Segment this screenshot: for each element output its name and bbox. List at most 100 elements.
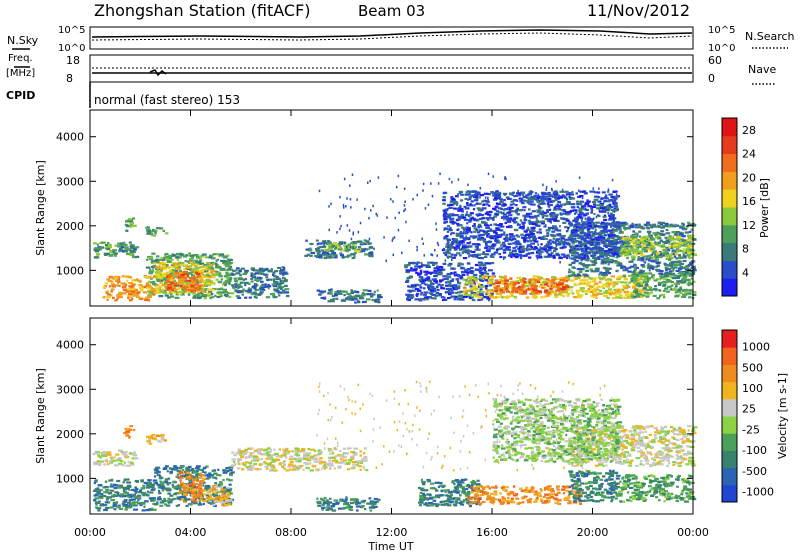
power-cell [680, 265, 683, 268]
power-cell [587, 287, 591, 291]
power-cell [676, 290, 681, 293]
power-echo [422, 242, 424, 245]
power-cell [593, 292, 595, 295]
power-cell [114, 279, 120, 282]
power-cell [431, 287, 437, 290]
power-cell [459, 277, 464, 280]
power-cell [504, 248, 509, 251]
power-cell [171, 291, 175, 294]
power-cell [570, 240, 575, 243]
power-cell [199, 262, 205, 265]
power-cell [585, 242, 590, 245]
power-cell [540, 212, 545, 215]
power-cell [330, 250, 335, 253]
power-cell [553, 206, 557, 209]
power-cell [488, 295, 494, 298]
power-cell [545, 278, 550, 281]
power-cell [423, 291, 429, 294]
power-echo [582, 223, 584, 227]
power-cell [162, 275, 167, 278]
power-cell [492, 198, 497, 201]
power-cell [224, 284, 227, 287]
power-cell [632, 230, 636, 233]
power-cell [476, 193, 481, 196]
noise-tick-bottom-left: 10^0 [58, 43, 85, 54]
power-cell [106, 298, 109, 301]
power-cell [250, 267, 253, 270]
power-cell [531, 293, 536, 296]
power-echo [416, 248, 418, 252]
power-cell [615, 282, 619, 285]
power-cell [450, 289, 454, 292]
power-echo [392, 200, 394, 203]
power-cell [617, 262, 623, 265]
power-cell [642, 255, 647, 258]
power-cell [333, 256, 338, 259]
power-cell [661, 254, 665, 257]
power-cell [218, 254, 221, 257]
power-cell [618, 288, 624, 291]
power-echo [351, 173, 354, 176]
power-cell [591, 247, 594, 250]
power-cell [112, 250, 116, 253]
power-cell [503, 295, 508, 299]
power-cell [486, 234, 489, 237]
power-cell [566, 278, 571, 281]
power-cell [479, 277, 485, 280]
power-cell [112, 253, 116, 256]
power-cell [621, 241, 627, 244]
power-cell [644, 236, 648, 239]
power-cell [653, 251, 656, 255]
power-cell [543, 255, 548, 258]
power-echo [390, 198, 392, 201]
power-echo [328, 253, 330, 256]
power-cell [624, 254, 629, 257]
power-cell [493, 215, 498, 218]
power-cell [606, 200, 611, 203]
power-cell [613, 205, 618, 208]
power-cell [640, 253, 645, 257]
power-cell [446, 238, 452, 241]
power-cell [495, 234, 501, 237]
power-cell [193, 287, 199, 290]
power-cell [645, 248, 651, 251]
power-cell [451, 218, 454, 221]
power-cell [453, 240, 458, 243]
power-cell [554, 292, 557, 295]
power-cell [254, 288, 260, 291]
power-cell [600, 237, 604, 241]
power-cell [456, 203, 459, 206]
power-cell [184, 274, 188, 277]
power-cell [528, 222, 533, 225]
power-cell [131, 255, 135, 258]
power-cell [596, 241, 601, 244]
power-cell [623, 278, 629, 281]
power-cell [344, 247, 348, 250]
power-cell [129, 222, 134, 225]
power-cell [579, 190, 585, 193]
power-cell [616, 280, 621, 283]
power-cell [435, 266, 440, 270]
power-cell [551, 217, 556, 220]
power-cell [597, 191, 601, 194]
power-cell [448, 282, 452, 286]
power-cell [620, 221, 626, 225]
power-cell [479, 284, 484, 287]
power-cell [587, 247, 593, 250]
power-cell [634, 252, 637, 255]
power-cell [466, 202, 469, 205]
power-cell [473, 243, 478, 246]
power-cell [517, 209, 522, 212]
power-cell [494, 197, 499, 200]
power-cell [652, 294, 657, 297]
power-cell [272, 273, 275, 276]
noise-panel-frame [89, 26, 694, 50]
power-cell [430, 297, 435, 300]
power-cell [591, 200, 597, 204]
power-cell [453, 298, 457, 301]
power-cell [440, 272, 443, 275]
power-cell [507, 197, 512, 200]
power-cell [617, 195, 620, 198]
power-cell [654, 241, 657, 244]
power-cell [252, 274, 256, 277]
